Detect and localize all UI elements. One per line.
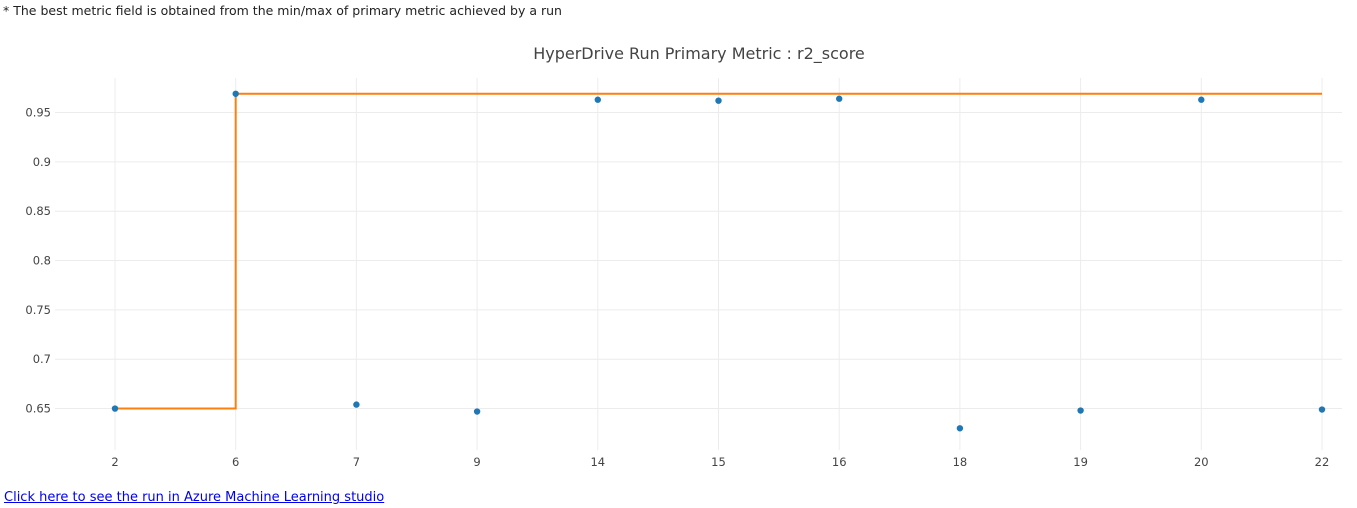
x-tick-label: 15: [711, 455, 726, 469]
y-tick-label: 0.9: [33, 155, 51, 169]
run-points-layer: [111, 90, 1326, 432]
run-metric-point[interactable]: [594, 96, 601, 103]
best-metric-note: * The best metric field is obtained from…: [3, 3, 562, 18]
x-tick-label: 2: [111, 455, 118, 469]
x-tick-label: 19: [1073, 455, 1088, 469]
x-tick-label: 18: [953, 455, 968, 469]
best-metric-step-line: [115, 92, 1322, 410]
x-tick-label: 20: [1194, 455, 1209, 469]
run-metric-point[interactable]: [232, 90, 239, 97]
run-metric-point[interactable]: [111, 405, 119, 412]
x-tick-label: 6: [232, 455, 239, 469]
y-tick-label: 0.7: [33, 352, 51, 366]
x-tick-label: 16: [832, 455, 847, 469]
y-tick-label: 0.95: [25, 106, 51, 120]
x-tick-label: 14: [590, 455, 605, 469]
y-tick-label: 0.85: [25, 204, 51, 218]
y-axis-ticks: 0.65 0.7 0.75 0.8 0.85 0.9 0.95: [25, 106, 51, 416]
run-metric-point[interactable]: [836, 95, 843, 102]
chart-title: HyperDrive Run Primary Metric : r2_score: [533, 44, 865, 64]
grid-lines: [55, 78, 1342, 450]
y-tick-label: 0.8: [33, 254, 51, 268]
primary-metric-chart: HyperDrive Run Primary Metric : r2_score…: [25, 44, 1342, 469]
run-metric-point[interactable]: [473, 408, 481, 415]
y-tick-label: 0.75: [25, 303, 51, 317]
azure-ml-studio-link[interactable]: Click here to see the run in Azure Machi…: [4, 490, 385, 505]
x-tick-label: 9: [473, 455, 480, 469]
run-metric-point[interactable]: [1077, 407, 1084, 414]
run-metric-point[interactable]: [1198, 96, 1205, 103]
y-tick-label: 0.65: [25, 402, 51, 416]
x-axis-ticks: 2 6 7 9 14 15 16 18 19 20 22: [111, 455, 1329, 469]
run-metric-point[interactable]: [715, 97, 722, 104]
x-tick-label: 7: [353, 455, 360, 469]
best-metric-line-layer: [115, 92, 1322, 410]
run-metric-point[interactable]: [1318, 406, 1326, 413]
x-tick-label: 22: [1315, 455, 1330, 469]
run-metric-point[interactable]: [956, 425, 964, 432]
run-metric-point[interactable]: [353, 401, 360, 408]
